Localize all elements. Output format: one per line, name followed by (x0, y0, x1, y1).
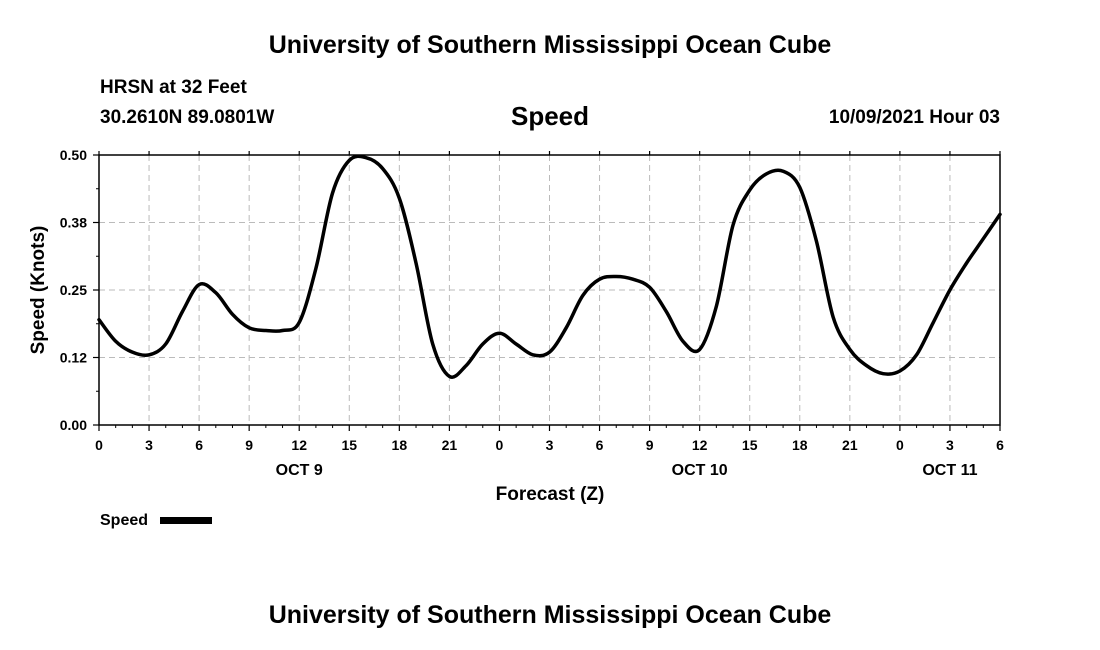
plot-frame (98, 154, 1001, 426)
y-tick-label: 0.38 (60, 215, 87, 231)
x-tick-label: 0 (95, 437, 103, 453)
x-tick-label: 12 (291, 437, 307, 453)
legend-label: Speed (100, 512, 148, 529)
x-tick-label: 3 (546, 437, 554, 453)
x-tick-label: 0 (896, 437, 904, 453)
x-axis-label: Forecast (Z) (496, 484, 605, 505)
forecast-timestamp: 10/09/2021 Hour 03 (828, 107, 1000, 128)
chart-title-top: University of Southern Mississippi Ocean… (268, 31, 832, 59)
x-tick-label: 12 (692, 437, 708, 453)
x-tick-label: 9 (245, 437, 253, 453)
y-tick-label: 0.50 (60, 147, 87, 163)
day-label: OCT 9 (276, 462, 323, 479)
x-tick-label: 15 (742, 437, 758, 453)
legend-swatch (160, 517, 212, 524)
y-tick-label: 0.12 (60, 350, 87, 366)
day-label: OCT 11 (922, 462, 977, 479)
y-axis-label: Speed (Knots) (28, 226, 49, 355)
x-tick-label: 6 (596, 437, 604, 453)
x-tick-label: 18 (792, 437, 808, 453)
x-tick-label: 6 (996, 437, 1004, 453)
station-coordinates: 30.2610N 89.0801W (100, 107, 275, 128)
x-tick-label: 6 (195, 437, 203, 453)
y-tick-label: 0.25 (60, 282, 87, 298)
x-tick-label: 9 (646, 437, 654, 453)
x-tick-label: 0 (496, 437, 504, 453)
x-tick-label: 15 (341, 437, 357, 453)
x-tick-label: 3 (145, 437, 153, 453)
chart-title-bottom: University of Southern Mississippi Ocean… (268, 601, 832, 629)
x-tick-label: 18 (392, 437, 408, 453)
x-tick-label: 3 (946, 437, 954, 453)
x-tick-label: 21 (842, 437, 858, 453)
day-label: OCT 10 (672, 462, 728, 479)
x-tick-label: 21 (442, 437, 458, 453)
y-tick-label: 0.00 (60, 417, 87, 433)
speed-series-line (97, 154, 1002, 379)
variable-title: Speed (510, 101, 590, 131)
station-label: HRSN at 32 Feet (100, 77, 247, 98)
